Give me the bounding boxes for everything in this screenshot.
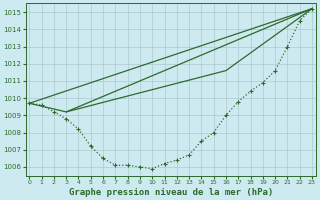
X-axis label: Graphe pression niveau de la mer (hPa): Graphe pression niveau de la mer (hPa) — [68, 188, 273, 197]
